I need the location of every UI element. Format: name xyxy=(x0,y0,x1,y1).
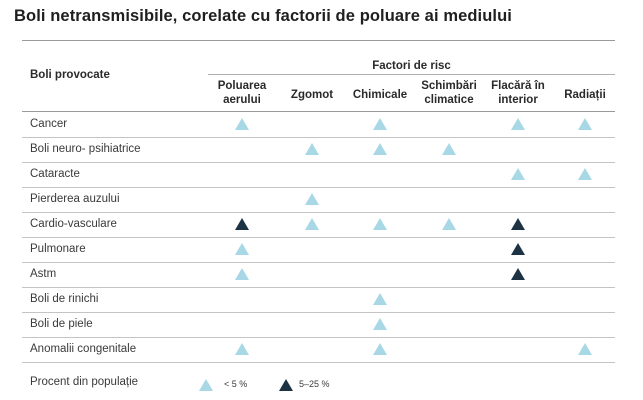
row-divider xyxy=(22,187,615,188)
triangle-dark-icon xyxy=(279,379,293,391)
row-label: Cataracte xyxy=(30,168,80,180)
triangle-light-icon xyxy=(305,143,319,155)
triangle-dark-icon xyxy=(511,218,525,230)
triangle-light-icon xyxy=(235,268,249,280)
row-label: Boli de rinichi xyxy=(30,293,99,305)
triangle-light-icon xyxy=(373,218,387,230)
column-header-climate: Schimbări climatice xyxy=(421,80,477,106)
triangle-light-icon xyxy=(199,379,213,391)
column-header-chem: Chimicale xyxy=(352,89,408,101)
triangle-light-icon xyxy=(235,343,249,355)
triangle-light-icon xyxy=(235,243,249,255)
triangle-light-icon xyxy=(305,218,319,230)
triangle-light-icon xyxy=(578,118,592,130)
row-label: Boli neuro- psihiatrice xyxy=(30,143,141,155)
triangle-dark-icon xyxy=(235,218,249,230)
triangle-light-icon xyxy=(373,293,387,305)
row-header: Boli provocate xyxy=(30,69,110,81)
row-label: Pierderea auzului xyxy=(30,193,120,205)
triangle-light-icon xyxy=(373,318,387,330)
legend-high-text: 5–25 % xyxy=(299,379,330,389)
column-header-air: Poluarea aerului xyxy=(217,80,267,106)
triangle-light-icon xyxy=(373,118,387,130)
page-title: Boli netransmisibile, corelate cu factor… xyxy=(14,7,512,25)
triangle-light-icon xyxy=(373,343,387,355)
group-divider xyxy=(208,74,615,75)
row-divider xyxy=(22,262,615,263)
legend-low-text: < 5 % xyxy=(224,379,248,389)
row-divider xyxy=(22,137,615,138)
triangle-light-icon xyxy=(305,193,319,205)
triangle-light-icon xyxy=(511,118,525,130)
triangle-light-icon xyxy=(578,168,592,180)
group-title: Factori de risc xyxy=(372,60,451,72)
triangle-dark-icon xyxy=(511,243,525,255)
row-label: Pulmonare xyxy=(30,243,86,255)
column-header-rad: Radiații xyxy=(564,89,606,101)
row-divider xyxy=(22,337,615,338)
triangle-light-icon xyxy=(511,168,525,180)
triangle-light-icon xyxy=(373,143,387,155)
triangle-light-icon xyxy=(442,218,456,230)
row-divider xyxy=(22,212,615,213)
triangle-light-icon xyxy=(235,118,249,130)
row-label: Anomalii congenitale xyxy=(30,343,137,355)
triangle-light-icon xyxy=(578,343,592,355)
column-header-noise: Zgomot xyxy=(290,89,334,101)
row-divider xyxy=(22,237,615,238)
triangle-dark-icon xyxy=(511,268,525,280)
top-divider xyxy=(22,40,615,41)
header-divider xyxy=(22,111,615,112)
triangle-light-icon xyxy=(442,143,456,155)
row-label: Cardio-vasculare xyxy=(30,218,117,230)
row-divider xyxy=(22,362,615,363)
column-header-fire: Flacără în interior xyxy=(491,80,545,106)
row-label: Cancer xyxy=(30,118,68,130)
row-divider xyxy=(22,287,615,288)
legend-label: Procent din populație xyxy=(30,376,139,388)
row-divider xyxy=(22,162,615,163)
row-label: Astm xyxy=(30,268,57,280)
row-label: Boli de piele xyxy=(30,318,93,330)
row-divider xyxy=(22,312,615,313)
